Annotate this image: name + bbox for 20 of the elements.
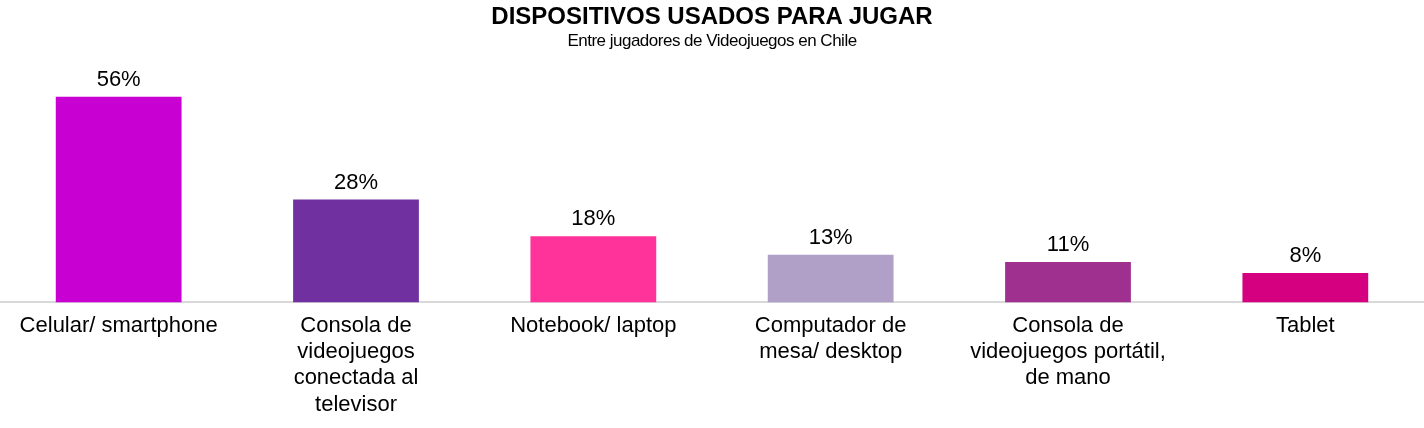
chart-subtitle: Entre jugadores de Videojuegos en Chile: [566, 30, 858, 52]
bar: [293, 199, 419, 303]
x-tick-label: Computador de mesa/ desktop: [754, 311, 907, 364]
x-tick-label: Notebook/ laptop: [510, 311, 677, 337]
data-label: 13%: [808, 223, 853, 249]
data-label: 18%: [571, 205, 616, 231]
x-tick-label: Consola de videojuegos conectada al televisor: [293, 311, 419, 416]
bar: [55, 96, 182, 303]
bar: [1005, 261, 1131, 303]
bar: [767, 254, 894, 303]
data-label: 28%: [333, 168, 379, 194]
data-label: 56%: [96, 65, 141, 91]
x-tick-label: Tablet: [1275, 311, 1335, 337]
x-tick-label: Consola de videojuegos portátil, de mano: [970, 311, 1166, 390]
x-tick-label: Celular/ smartphone: [19, 311, 218, 337]
data-label: 11%: [1046, 231, 1090, 257]
data-label: 8%: [1289, 242, 1322, 268]
bar: [530, 236, 657, 303]
bar: [1242, 273, 1369, 303]
chart-title: DISPOSITIVOS USADOS PARA JUGAR: [490, 2, 934, 30]
